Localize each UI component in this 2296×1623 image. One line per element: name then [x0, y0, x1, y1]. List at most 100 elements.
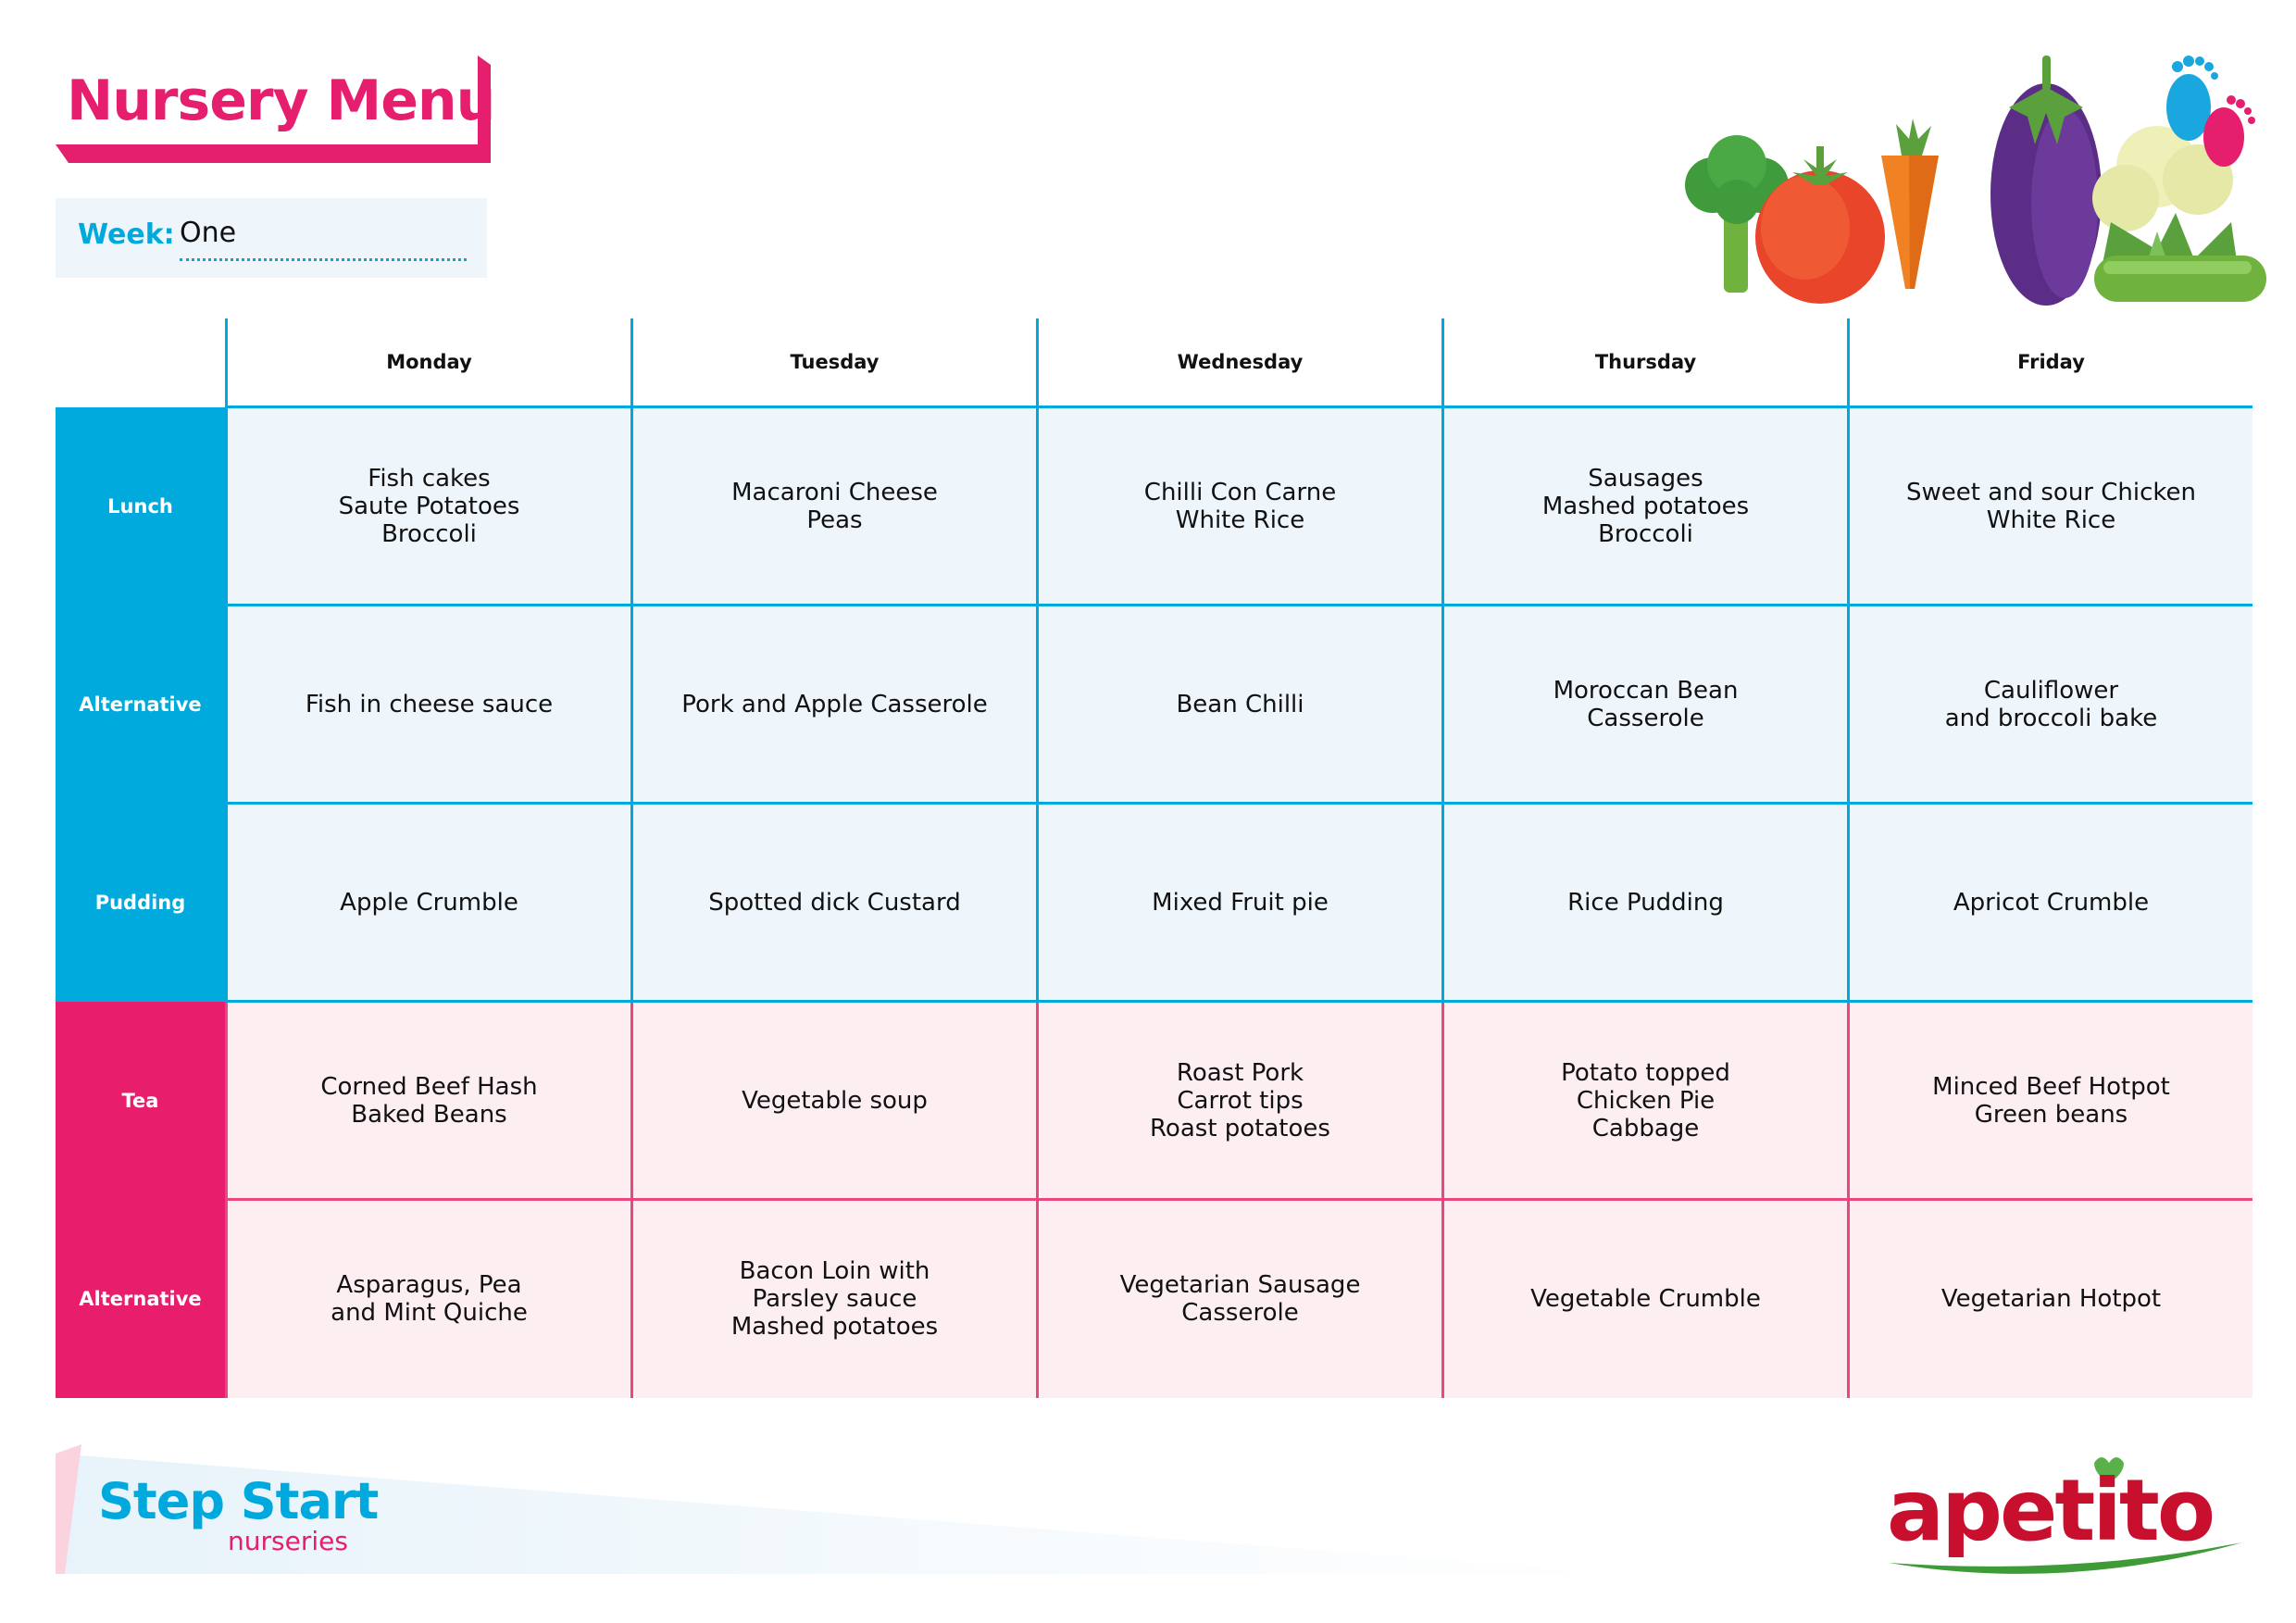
dish-line: Minced Beef Hotpot [1932, 1072, 2170, 1101]
dish-line: Apricot Crumble [1953, 888, 2150, 917]
dish-line: Potato topped [1561, 1058, 1730, 1087]
title-badge: Nursery Menu [56, 54, 495, 163]
menu-cell-monday: Fish cakes Saute Potatoes Broccoli [225, 406, 632, 606]
menu-row-lunch: Lunch Fish cakes Saute Potatoes Broccoli Mac… [56, 406, 2252, 606]
dish-line: and broccoli bake [1944, 704, 2158, 732]
dish-line: Peas [806, 506, 863, 534]
menu-cell-wednesday: Roast Pork Carrot tips Roast potatoes [1036, 1000, 1443, 1201]
dish-line: Chicken Pie [1576, 1086, 1716, 1115]
footer-band [56, 1444, 1629, 1574]
dish-line: and Mint Quiche [331, 1299, 528, 1328]
dish-line: Chilli Con Carne [1143, 478, 1337, 506]
menu-table: Monday Tuesday Wednesday Thursday Friday… [56, 318, 2252, 1398]
dish-line: Vegetable Crumble [1530, 1285, 1761, 1314]
menu-cell-wednesday: Bean Chilli [1036, 605, 1443, 805]
menu-cell-monday: Asparagus, Pea and Mint Quiche [225, 1199, 632, 1398]
menu-cell-wednesday: Mixed Fruit pie [1036, 803, 1443, 1003]
dish-line: Macaroni Cheese [731, 478, 938, 506]
day-header-friday: Friday [1847, 318, 2252, 408]
dish-line: Fish in cheese sauce [305, 690, 554, 718]
row-label: Alternative [56, 605, 227, 804]
dish-line: Sweet and sour Chicken [1905, 478, 2197, 506]
apetito-swoosh [1889, 1457, 2242, 1574]
menu-cell-friday: Sweet and sour Chicken White Rice [1847, 406, 2252, 606]
dish-line: Roast Pork [1176, 1058, 1304, 1087]
dish-line: Spotted dick Custard [708, 888, 961, 917]
row-label: Tea [56, 1001, 227, 1200]
dish-line: Saute Potatoes [338, 492, 520, 520]
dish-line: Bacon Loin with [739, 1257, 930, 1286]
dish-line: Apple Crumble [340, 888, 518, 917]
menu-cell-monday: Fish in cheese sauce [225, 605, 632, 805]
menu-cell-monday: Apple Crumble [225, 803, 632, 1003]
menu-cell-tuesday: Spotted dick Custard [630, 803, 1038, 1003]
dish-line: Fish cakes [368, 464, 491, 493]
dish-line: Green beans [1974, 1100, 2128, 1129]
dish-line: Vegetable soup [742, 1086, 928, 1115]
dish-line: Parsley sauce [752, 1285, 917, 1314]
dish-line: Broccoli [381, 519, 477, 548]
menu-cell-thursday: Vegetable Crumble [1441, 1199, 1849, 1398]
footprints-icon [2166, 56, 2255, 167]
dish-line: White Rice [1175, 506, 1305, 534]
dish-line: Cauliflower [1983, 676, 2119, 705]
dish-line: Bean Chilli [1176, 690, 1304, 718]
dish-line: Mashed potatoes [1541, 492, 1750, 520]
row-label: Pudding [56, 803, 227, 1002]
stepstart-logo: Step Start nurseries [98, 1472, 379, 1565]
dish-line: Pork and Apple Casserole [681, 690, 988, 718]
dish-line: Baked Beans [351, 1100, 507, 1129]
apetito-logo: apetito [1879, 1454, 2250, 1583]
day-header-monday: Monday [225, 318, 632, 408]
dish-line: Casserole [1587, 704, 1704, 732]
menu-cell-friday: Vegetarian Hotpot [1847, 1199, 2252, 1398]
menu-cell-friday: Apricot Crumble [1847, 803, 2252, 1003]
menu-cell-thursday: Rice Pudding [1441, 803, 1849, 1003]
dish-line: Roast potatoes [1150, 1114, 1330, 1142]
dish-line: Corned Beef Hash [320, 1072, 538, 1101]
row-label: Alternative [56, 1199, 227, 1398]
row-label: Lunch [56, 406, 227, 606]
week-value: One [180, 217, 467, 261]
dish-line: Sausages [1588, 464, 1703, 493]
apetito-wordmark: apetito [1887, 1461, 2215, 1560]
menu-cell-tuesday: Vegetable soup [630, 1000, 1038, 1201]
stepstart-name: Step Start [98, 1472, 379, 1530]
dish-line: Moroccan Bean [1553, 676, 1739, 705]
dish-line: Cabbage [1591, 1114, 1700, 1142]
dish-line: Casserole [1181, 1299, 1299, 1328]
menu-row-alternative: Alternative Asparagus, Pea and Mint Quiche… [56, 1199, 2252, 1398]
dish-line: Mixed Fruit pie [1152, 888, 1329, 917]
menu-cell-thursday: Moroccan Bean Casserole [1441, 605, 1849, 805]
dish-line: White Rice [1986, 506, 2116, 534]
menu-cell-wednesday: Vegetarian Sausage Casserole [1036, 1199, 1443, 1398]
menu-cell-tuesday: Bacon Loin with Parsley sauce Mashed potat… [630, 1199, 1038, 1398]
day-header-tuesday: Tuesday [630, 318, 1038, 408]
menu-cell-friday: Cauliflower and broccoli bake [1847, 605, 2252, 805]
dish-line: Asparagus, Pea [336, 1271, 522, 1300]
vegetables-illustration [1685, 56, 2266, 306]
menu-row-alternative: Alternative Fish in cheese sauce Pork and … [56, 605, 2252, 805]
menu-cell-tuesday: Pork and Apple Casserole [630, 605, 1038, 805]
stepstart-subtitle: nurseries [228, 1526, 348, 1556]
day-header-thursday: Thursday [1441, 318, 1849, 408]
dish-line: Carrot tips [1177, 1086, 1304, 1115]
header-corner [56, 318, 227, 407]
menu-cell-wednesday: Chilli Con Carne White Rice [1036, 406, 1443, 606]
menu-cell-thursday: Sausages Mashed potatoes Broccoli [1441, 406, 1849, 606]
menu-body: Lunch Fish cakes Saute Potatoes Broccoli Mac… [56, 406, 2252, 1398]
menu-cell-thursday: Potato topped Chicken Pie Cabbage [1441, 1000, 1849, 1201]
menu-cell-tuesday: Macaroni Cheese Peas [630, 406, 1038, 606]
dish-line: Vegetarian Sausage [1119, 1271, 1361, 1300]
dish-line: Broccoli [1598, 519, 1693, 548]
dish-line: Mashed potatoes [730, 1313, 939, 1342]
menu-cell-friday: Minced Beef Hotpot Green beans [1847, 1000, 2252, 1201]
dish-line: Vegetarian Hotpot [1940, 1285, 2162, 1314]
page-title: Nursery Menu [67, 69, 495, 133]
week-box: Week: One [56, 198, 487, 278]
menu-row-tea: Tea Corned Beef Hash Baked Beans Vegetable … [56, 1000, 2252, 1201]
day-header-wednesday: Wednesday [1036, 318, 1443, 408]
week-label: Week: [78, 218, 175, 251]
title-frame [56, 56, 491, 163]
day-header-row: Monday Tuesday Wednesday Thursday Friday [56, 318, 2252, 408]
